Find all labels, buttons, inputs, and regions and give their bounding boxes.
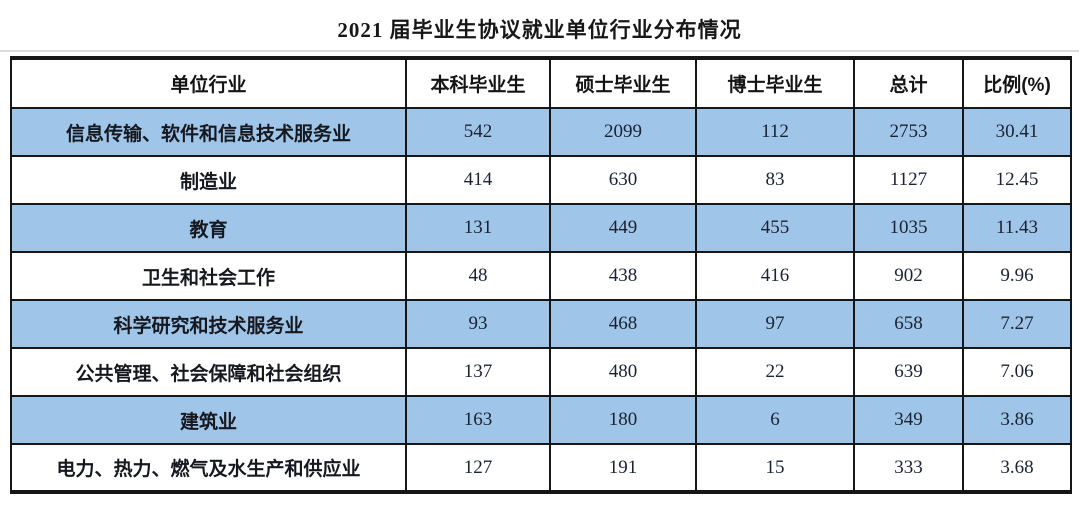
table-row: 公共管理、社会保障和社会组织 137 480 22 639 7.06 xyxy=(10,347,1072,397)
column-header-industry: 单位行业 xyxy=(10,57,407,109)
page-title: 2021 届毕业生协议就业单位行业分布情况 xyxy=(337,18,742,42)
value-cell: 2753 xyxy=(853,107,964,157)
value-cell: 1127 xyxy=(853,155,964,205)
value-cell: 480 xyxy=(549,347,697,397)
value-cell: 438 xyxy=(549,251,697,301)
value-cell: 11.43 xyxy=(962,203,1072,253)
value-cell: 112 xyxy=(695,107,855,157)
table-row: 建筑业 163 180 6 349 3.86 xyxy=(10,395,1072,445)
value-cell: 22 xyxy=(695,347,855,397)
value-cell: 9.96 xyxy=(962,251,1072,301)
value-cell: 902 xyxy=(853,251,964,301)
value-cell: 191 xyxy=(549,443,697,493)
table-row: 制造业 414 630 83 1127 12.45 xyxy=(10,155,1072,205)
column-header-doctor: 博士毕业生 xyxy=(695,57,855,109)
value-cell: 416 xyxy=(695,251,855,301)
industry-cell: 教育 xyxy=(10,203,407,253)
table-row: 电力、热力、燃气及水生产和供应业 127 191 15 333 3.68 xyxy=(10,443,1072,493)
value-cell: 639 xyxy=(853,347,964,397)
table-row: 信息传输、软件和信息技术服务业 542 2099 112 2753 30.41 xyxy=(10,107,1072,157)
value-cell: 414 xyxy=(405,155,551,205)
value-cell: 15 xyxy=(695,443,855,493)
table-row: 教育 131 449 455 1035 11.43 xyxy=(10,203,1072,253)
value-cell: 137 xyxy=(405,347,551,397)
industry-cell: 信息传输、软件和信息技术服务业 xyxy=(10,107,407,157)
value-cell: 468 xyxy=(549,299,697,349)
value-cell: 30.41 xyxy=(962,107,1072,157)
value-cell: 180 xyxy=(549,395,697,445)
industry-cell: 公共管理、社会保障和社会组织 xyxy=(10,347,407,397)
value-cell: 6 xyxy=(695,395,855,445)
column-header-undergraduate: 本科毕业生 xyxy=(405,57,551,109)
value-cell: 658 xyxy=(853,299,964,349)
table-body: 信息传输、软件和信息技术服务业 542 2099 112 2753 30.41 制造业 414… xyxy=(10,107,1072,493)
value-cell: 333 xyxy=(853,443,964,493)
value-cell: 131 xyxy=(405,203,551,253)
value-cell: 349 xyxy=(853,395,964,445)
value-cell: 3.68 xyxy=(962,443,1072,493)
column-header-total: 总计 xyxy=(853,57,964,109)
industry-cell: 科学研究和技术服务业 xyxy=(10,299,407,349)
table-row: 卫生和社会工作 48 438 416 902 9.96 xyxy=(10,251,1072,301)
industry-cell: 制造业 xyxy=(10,155,407,205)
value-cell: 542 xyxy=(405,107,551,157)
divider-line xyxy=(0,50,1079,52)
table-header-row: 单位行业 本科毕业生 硕士毕业生 博士毕业生 总计 比例(%) xyxy=(10,57,1072,109)
value-cell: 83 xyxy=(695,155,855,205)
value-cell: 1035 xyxy=(853,203,964,253)
value-cell: 12.45 xyxy=(962,155,1072,205)
column-header-master: 硕士毕业生 xyxy=(549,57,697,109)
value-cell: 97 xyxy=(695,299,855,349)
value-cell: 127 xyxy=(405,443,551,493)
table-row: 科学研究和技术服务业 93 468 97 658 7.27 xyxy=(10,299,1072,349)
industry-cell: 卫生和社会工作 xyxy=(10,251,407,301)
value-cell: 3.86 xyxy=(962,395,1072,445)
value-cell: 449 xyxy=(549,203,697,253)
value-cell: 163 xyxy=(405,395,551,445)
industry-cell: 建筑业 xyxy=(10,395,407,445)
value-cell: 630 xyxy=(549,155,697,205)
value-cell: 48 xyxy=(405,251,551,301)
value-cell: 93 xyxy=(405,299,551,349)
column-header-percent: 比例(%) xyxy=(962,57,1072,109)
value-cell: 7.06 xyxy=(962,347,1072,397)
value-cell: 455 xyxy=(695,203,855,253)
industry-cell: 电力、热力、燃气及水生产和供应业 xyxy=(10,443,407,493)
value-cell: 7.27 xyxy=(962,299,1072,349)
value-cell: 2099 xyxy=(549,107,697,157)
industry-distribution-table: 单位行业 本科毕业生 硕士毕业生 博士毕业生 总计 比例(%) 信息传输、软件和… xyxy=(10,56,1072,494)
